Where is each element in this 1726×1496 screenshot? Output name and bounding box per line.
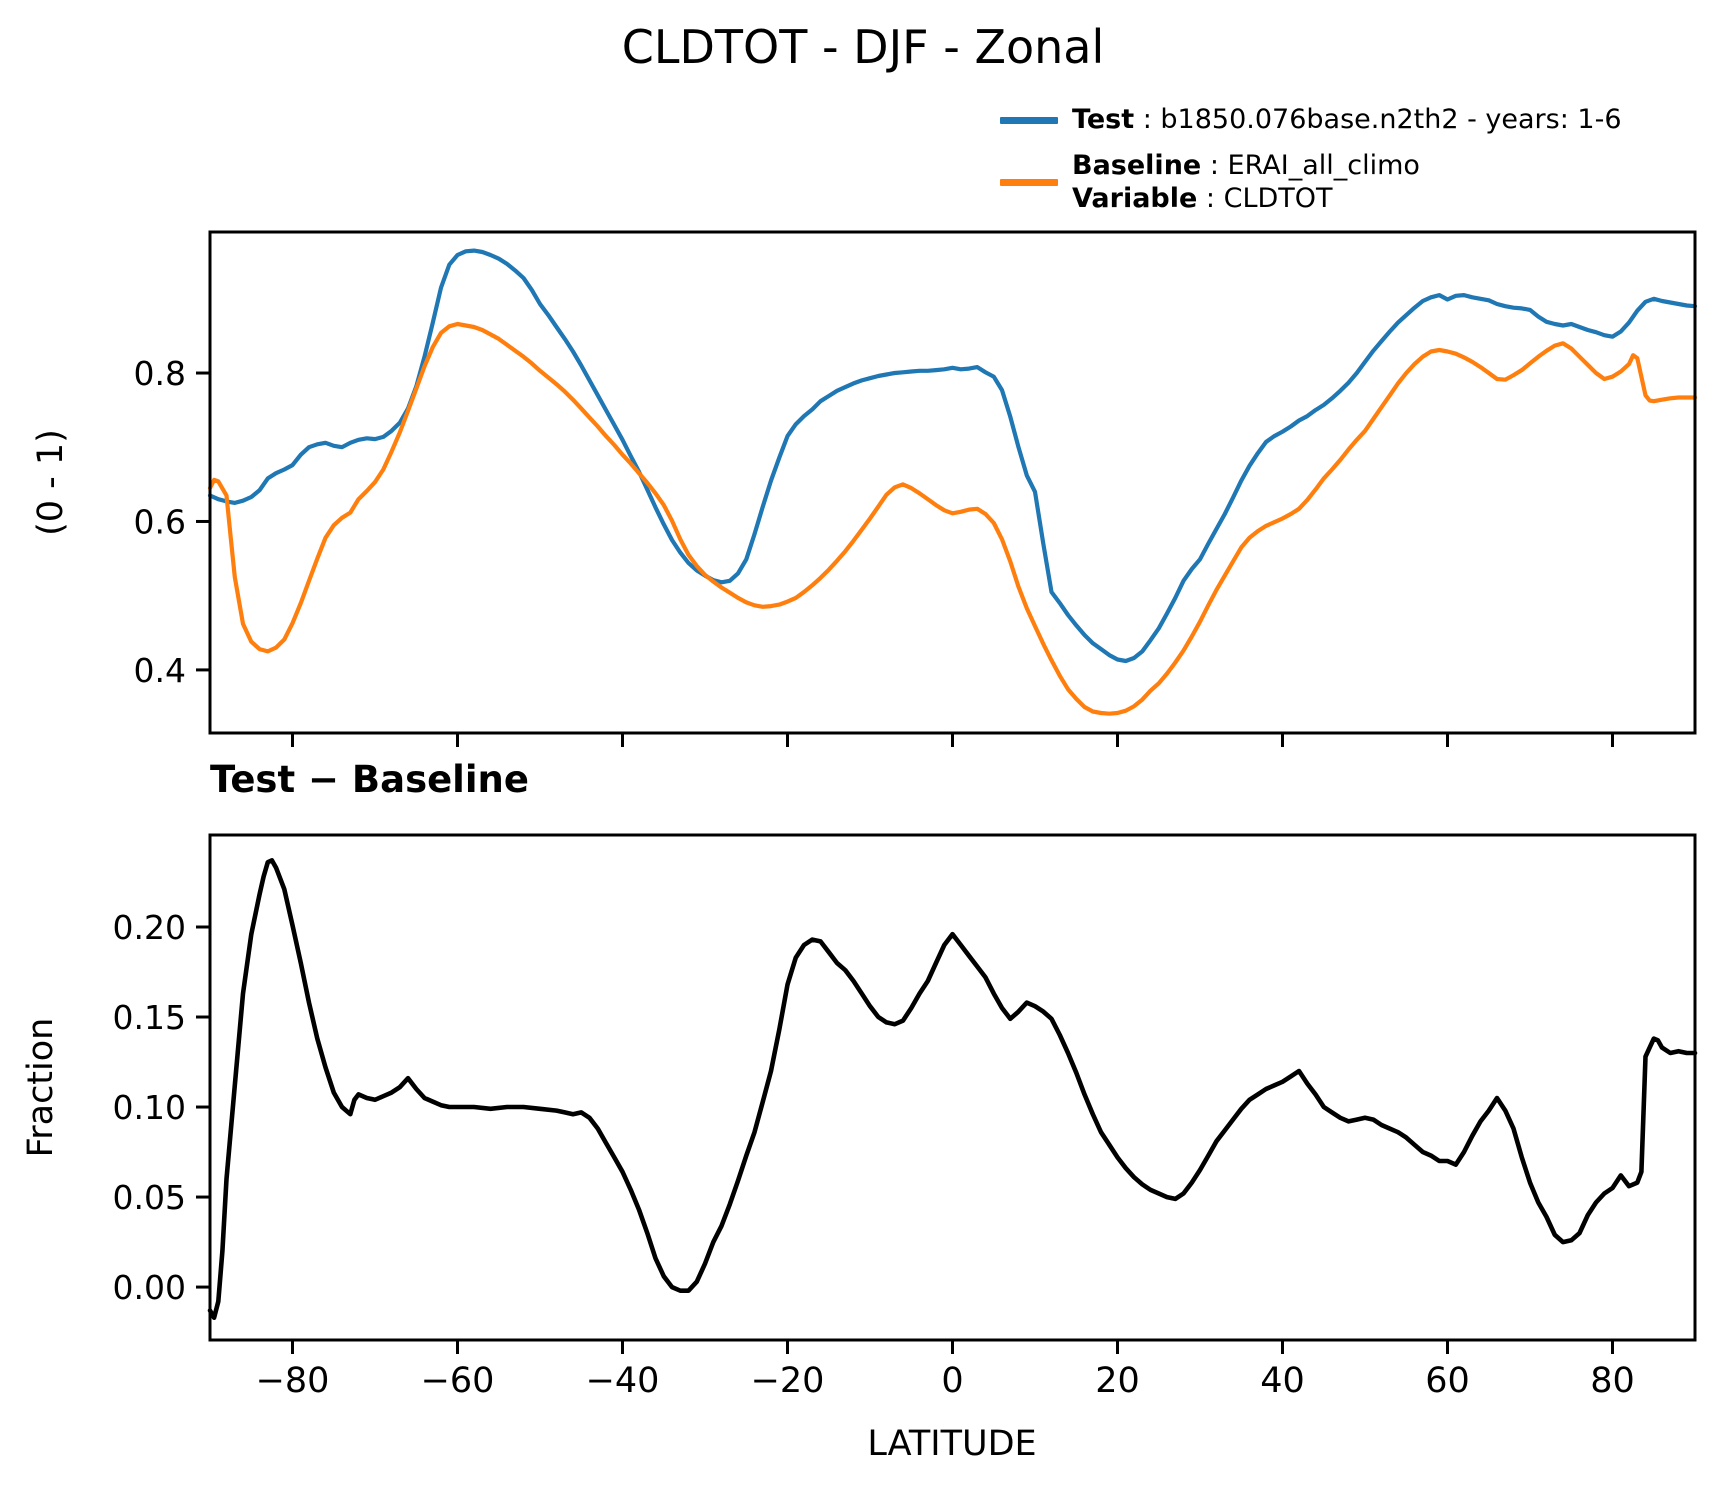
top-y-axis-label: (0 - 1) [31, 429, 71, 536]
legend-variable-line: Variable : CLDTOT [1072, 183, 1420, 215]
legend: Test : b1850.076base.n2th2 - years: 1-6 … [1000, 104, 1716, 229]
x-tick-label: 20 [1095, 1361, 1140, 1401]
bottom-y-axis-label: Fraction [21, 1018, 61, 1158]
x-tick-label: −80 [256, 1361, 330, 1401]
legend-variable-label: Variable [1072, 182, 1198, 214]
y-tick-label: 0.8 [134, 354, 186, 393]
legend-entry-baseline: Baseline : ERAI_all_climo Variable : CLD… [1000, 150, 1716, 215]
top-series-1 [207, 321, 1698, 716]
legend-colon2b: : [1209, 150, 1219, 182]
bottom-series-0 [207, 858, 1698, 1320]
legend-baseline-line: Baseline : ERAI_all_climo [1072, 150, 1420, 182]
bottom-chart: 0.00 0.05 0.10 0.15 0.20 −80 −60 −40 −20 0 20 40 60 8… [21, 833, 1698, 1401]
x-tick-label: −60 [421, 1361, 495, 1401]
bottom-y-axis: 0.00 0.05 0.10 0.15 0.20 [113, 908, 210, 1307]
y-tick-label: 0.4 [134, 651, 186, 690]
legend-entry-test-text: Test : b1850.076base.n2th2 - years: 1-6 [1072, 104, 1622, 136]
legend-baseline-value: ERAI_all_climo [1227, 150, 1420, 182]
x-axis-label: LATITUDE [867, 1424, 1037, 1464]
y-tick-label: 0.10 [113, 1088, 186, 1127]
top-series-0 [207, 248, 1698, 664]
x-tick-label: 80 [1590, 1361, 1635, 1401]
y-tick-label: 0.15 [113, 998, 186, 1037]
legend-baseline-label: Baseline [1072, 150, 1202, 182]
x-tick-label: 40 [1260, 1361, 1305, 1401]
top-axes-frame [208, 230, 1697, 735]
legend-colon3b: : [1205, 182, 1216, 214]
legend-test-label: Test [1072, 104, 1135, 135]
y-tick-label: 0.00 [113, 1268, 186, 1307]
y-tick-label: 0.20 [113, 908, 186, 947]
difference-panel-title: Test − Baseline [210, 758, 529, 801]
legend-colon: : [1142, 104, 1152, 135]
baseline-line-swatch [1000, 179, 1058, 187]
legend-entry-baseline-text: Baseline : ERAI_all_climo Variable : CLD… [1072, 150, 1420, 215]
y-tick-label: 0.05 [113, 1178, 186, 1217]
x-tick-label: 0 [941, 1361, 963, 1401]
top-y-axis: 0.4 0.6 0.8 [134, 354, 210, 690]
legend-entry-test: Test : b1850.076base.n2th2 - years: 1-6 [1000, 104, 1716, 136]
test-line-swatch [1000, 116, 1058, 124]
legend-test-value: b1850.076base.n2th2 - years: 1-6 [1160, 104, 1622, 135]
x-tick-label: 60 [1425, 1361, 1470, 1401]
y-tick-label: 0.6 [134, 502, 186, 541]
top-chart: 0.4 0.6 0.8 (0 - 1) [31, 230, 1698, 747]
x-tick-label: −40 [586, 1361, 660, 1401]
x-tick-label: −20 [751, 1361, 825, 1401]
bottom-x-axis: −80 −60 −40 −20 0 20 40 60 80 [256, 1340, 1635, 1401]
bottom-axes-frame [208, 833, 1697, 1342]
top-x-axis [291, 733, 1614, 747]
figure-title: CLDTOT - DJF - Zonal [621, 20, 1105, 74]
legend-variable-value: CLDTOT [1223, 182, 1333, 214]
